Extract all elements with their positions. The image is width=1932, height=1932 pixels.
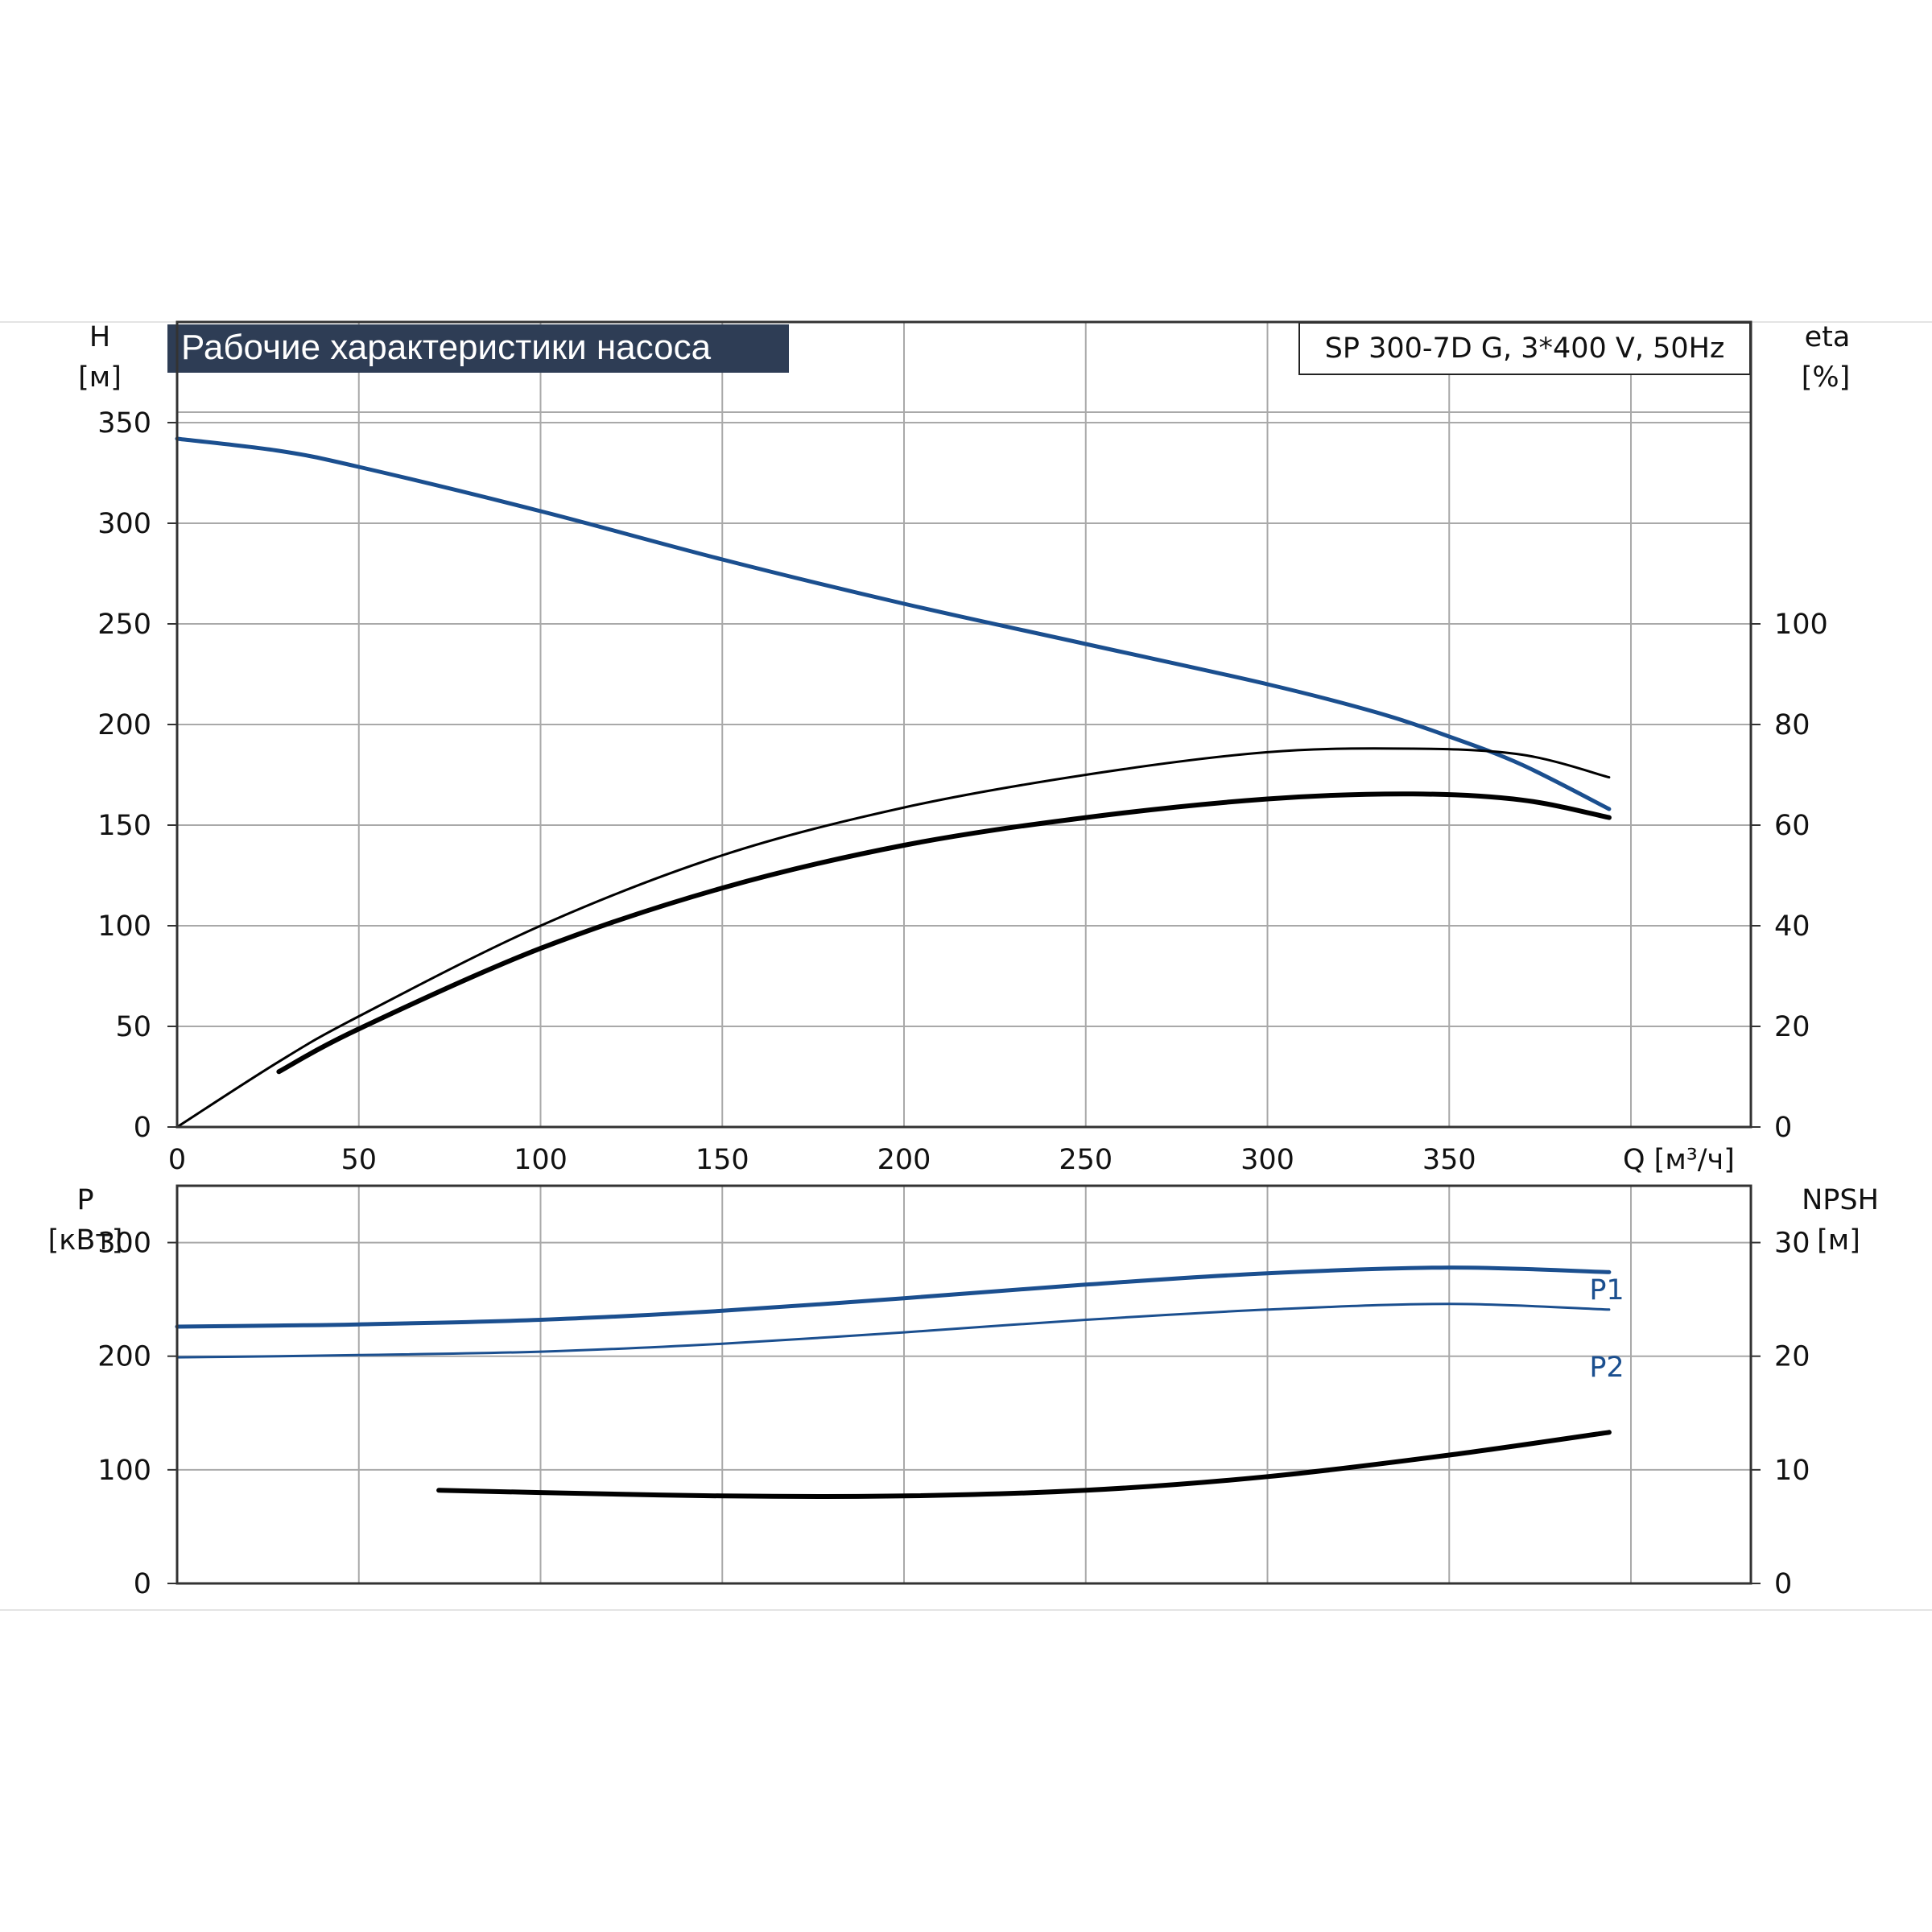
y-tick-label-right: 80 xyxy=(1774,709,1810,741)
series-line xyxy=(175,747,1611,1129)
x-tick-label: 200 xyxy=(877,1144,931,1176)
y-tick-label-left: 350 xyxy=(97,407,151,440)
eta-axis-unit: [%] xyxy=(1802,361,1851,394)
head-chart-frame xyxy=(175,320,1752,1129)
y-tick-label-left: 300 xyxy=(97,508,151,540)
x-tick-label: 350 xyxy=(1422,1144,1476,1176)
p2-series-label: P2 xyxy=(1589,1352,1624,1384)
y-tick-label-right: 0 xyxy=(1774,1568,1792,1600)
y-tick-label-right: 20 xyxy=(1774,1011,1810,1043)
title-banner xyxy=(167,324,789,373)
y-tick-label-left: 0 xyxy=(134,1112,151,1144)
y-tick-label-right: 100 xyxy=(1774,609,1828,641)
y-tick-label-left: 150 xyxy=(97,810,151,842)
y-tick-label-left: 200 xyxy=(97,1341,151,1373)
y-tick-label-right: 20 xyxy=(1774,1341,1810,1373)
y-tick-label-left: 0 xyxy=(134,1568,151,1600)
y-tick-label-right: 30 xyxy=(1774,1228,1810,1260)
model-box xyxy=(1298,322,1751,375)
p1-series-label: P1 xyxy=(1589,1274,1624,1307)
x-tick-label: 0 xyxy=(168,1144,186,1176)
h-axis-unit: [м] xyxy=(78,361,122,394)
grid-layer xyxy=(177,322,1751,1583)
x-tick-label: 300 xyxy=(1241,1144,1294,1176)
series-line xyxy=(276,791,1612,1075)
q-axis-label: Q [м³/ч] xyxy=(1623,1144,1735,1176)
y-tick-label-right: 10 xyxy=(1774,1455,1810,1487)
series-line xyxy=(436,1430,1612,1500)
model-label: SP 300-7D G, 3*400 V, 50Hz xyxy=(1325,332,1725,365)
npsh-axis-unit: [м] xyxy=(1817,1224,1860,1257)
chart-title: Рабочие характеристики насоса xyxy=(181,328,712,367)
x-tick-label: 50 xyxy=(341,1144,377,1176)
y-tick-label-left: 100 xyxy=(97,1455,151,1487)
x-tick-label: 150 xyxy=(696,1144,749,1176)
y-tick-label-left: 250 xyxy=(97,609,151,641)
y-tick-label-left: 200 xyxy=(97,709,151,741)
y-tick-label-left: 300 xyxy=(97,1228,151,1260)
y-tick-label-right: 0 xyxy=(1774,1112,1792,1144)
npsh-axis-symbol: NPSH xyxy=(1802,1184,1879,1216)
power-chart-frame xyxy=(175,1184,1752,1585)
y-tick-label-right: 40 xyxy=(1774,910,1810,943)
h-axis-symbol: H xyxy=(89,321,110,353)
eta-axis-symbol: eta xyxy=(1805,321,1851,353)
y-tick-label-right: 60 xyxy=(1774,810,1810,842)
y-tick-label-left: 100 xyxy=(97,910,151,943)
x-tick-label: 250 xyxy=(1059,1144,1113,1176)
p1-series-line xyxy=(175,1265,1612,1329)
x-tick-label: 100 xyxy=(514,1144,568,1176)
series-layer xyxy=(175,436,1612,1500)
p-axis-symbol: P xyxy=(76,1184,93,1216)
p-axis-unit: [кВт] xyxy=(48,1224,123,1257)
p2-series-line xyxy=(175,1302,1611,1359)
y-tick-label-left: 50 xyxy=(115,1011,151,1043)
series-line xyxy=(175,436,1612,811)
